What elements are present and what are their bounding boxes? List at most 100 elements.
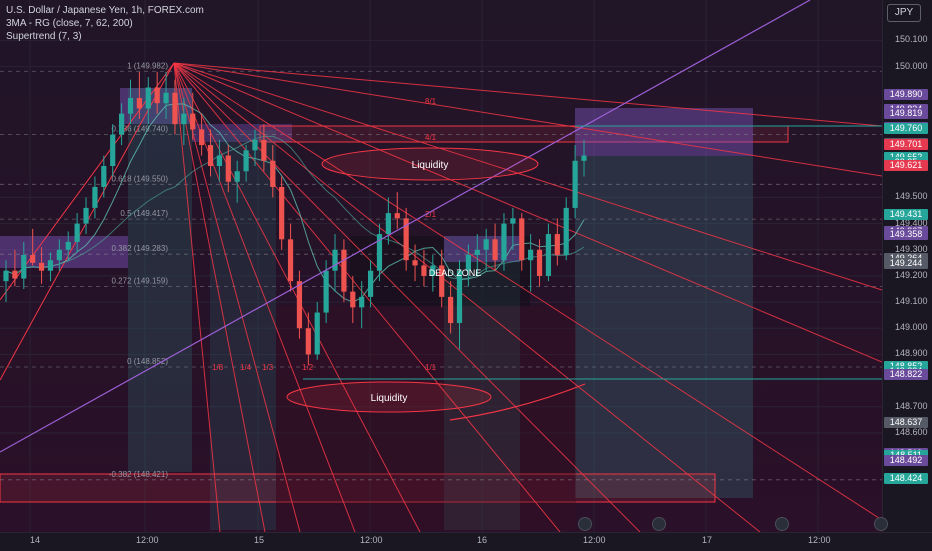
candle-body	[101, 166, 107, 187]
ma-slow-line	[5, 135, 585, 280]
time-axis[interactable]	[0, 532, 932, 551]
trend-line[interactable]	[0, 0, 811, 453]
candle-body	[199, 129, 205, 146]
candle-body	[127, 97, 134, 114]
price-tag: 149.621	[884, 159, 928, 171]
candle-body	[92, 186, 98, 208]
currency-button[interactable]: JPY	[887, 4, 921, 22]
candle-body	[421, 265, 427, 276]
candle-body	[528, 249, 534, 261]
event-flag-icon-jp[interactable]	[874, 517, 888, 531]
range-column-1[interactable]	[128, 88, 192, 472]
candle-body	[47, 260, 54, 271]
fan-label: 4/1	[425, 133, 437, 142]
gann-fan[interactable]: 8/1 4/1 2/1 1/1 1/2 1/3 1/4 1/8	[0, 62, 882, 532]
dead-zone-purple[interactable]	[444, 236, 520, 262]
candle-body	[536, 249, 543, 276]
price-label: 148.900	[895, 348, 928, 359]
fan-line[interactable]	[173, 62, 761, 532]
candlesticks	[3, 71, 587, 365]
fan-line[interactable]	[173, 62, 882, 291]
price-tag: 149.890	[884, 89, 928, 101]
range-column-2[interactable]	[210, 130, 276, 530]
resistance-box[interactable]	[259, 125, 789, 143]
fib-label: 1 (149.982)	[127, 61, 168, 70]
candle-body	[483, 239, 489, 250]
fan-line[interactable]	[173, 62, 641, 532]
fib-label: 0.618 (149.550)	[112, 174, 169, 183]
fan-line-left[interactable]	[0, 62, 175, 301]
candle-body	[323, 270, 329, 313]
fan-line[interactable]	[173, 62, 301, 532]
candle-body	[270, 160, 276, 187]
fan-line[interactable]	[173, 62, 882, 521]
fan-line[interactable]	[173, 62, 561, 532]
price-tag: 148.822	[884, 368, 928, 380]
indicator-supertrend[interactable]: Supertrend (7, 3)	[6, 31, 82, 42]
price-chart[interactable]: 1 (149.982) 0.786 (149.740) 0.618 (149.550…	[0, 0, 882, 532]
fan-line[interactable]	[173, 62, 221, 532]
time-label: 12:00	[583, 535, 606, 545]
candle-body	[110, 134, 116, 167]
annotations[interactable]: Liquidity Liquidity DEAD ZONE	[0, 0, 882, 453]
candle-body	[261, 139, 267, 161]
candle-body	[287, 239, 294, 282]
candle-body	[563, 207, 569, 255]
candle-body	[83, 207, 89, 224]
candle-body	[501, 223, 507, 261]
price-tag: 148.492	[884, 455, 928, 467]
candle-body	[3, 270, 9, 282]
candle-body	[243, 150, 249, 172]
candle-body	[412, 260, 418, 266]
price-tag: 149.244	[884, 258, 928, 270]
fan-line[interactable]	[173, 62, 882, 363]
candle-body	[38, 262, 45, 271]
price-label: 148.700	[895, 400, 928, 411]
price-tag: 148.424	[884, 473, 928, 484]
candle-body	[519, 218, 525, 261]
time-label: 12:00	[360, 535, 383, 545]
liquidity-ellipse-top[interactable]	[321, 147, 539, 181]
candle-body	[474, 249, 480, 255]
price-label: 149.200	[895, 269, 928, 280]
candle-body	[30, 254, 36, 263]
fib-label: -0.382 (148.421)	[109, 470, 168, 479]
liquidity-ellipse-bottom[interactable]	[286, 381, 492, 413]
time-label: 12:00	[136, 535, 159, 545]
fan-line[interactable]	[173, 62, 882, 127]
fan-line[interactable]	[173, 62, 882, 177]
fan-label: 1/8	[212, 363, 224, 372]
candle-body	[492, 239, 498, 261]
candle-body	[385, 213, 391, 235]
price-tag: 149.652	[884, 151, 928, 163]
candle-body	[439, 265, 445, 297]
position-target-zone[interactable]	[575, 108, 753, 156]
candle-body	[12, 270, 18, 279]
candle-body	[65, 241, 71, 250]
candle-body	[554, 234, 560, 255]
fan-label: 8/1	[425, 97, 437, 106]
candle-body	[136, 97, 142, 109]
candle-body	[350, 291, 356, 308]
time-label: 17	[702, 535, 713, 545]
symbol-title[interactable]: U.S. Dollar / Japanese Yen, 1h, FOREX.co…	[6, 5, 204, 16]
projection-arrow[interactable]	[449, 383, 586, 421]
fan-line[interactable]	[173, 62, 266, 532]
candle-body	[430, 265, 436, 276]
candle-body	[119, 113, 125, 135]
candle-body	[403, 218, 409, 261]
indicator-3ma[interactable]: 3MA - RG (close, 7, 62, 200)	[6, 18, 133, 29]
candle-body	[394, 213, 400, 219]
fan-label: 2/1	[425, 210, 437, 219]
position-stop-zone[interactable]	[575, 156, 753, 498]
event-lightning-icon[interactable]	[578, 517, 592, 531]
candle-body	[296, 281, 303, 329]
candle-body	[359, 296, 365, 308]
range-column-3[interactable]	[444, 236, 520, 530]
candle-body	[190, 113, 196, 130]
event-flag-icon[interactable]	[652, 517, 666, 531]
candle-body	[145, 87, 151, 109]
price-tag: 149.701	[884, 138, 928, 150]
price-label: 149.000	[895, 322, 928, 333]
event-flag-icon-us[interactable]	[775, 517, 789, 531]
